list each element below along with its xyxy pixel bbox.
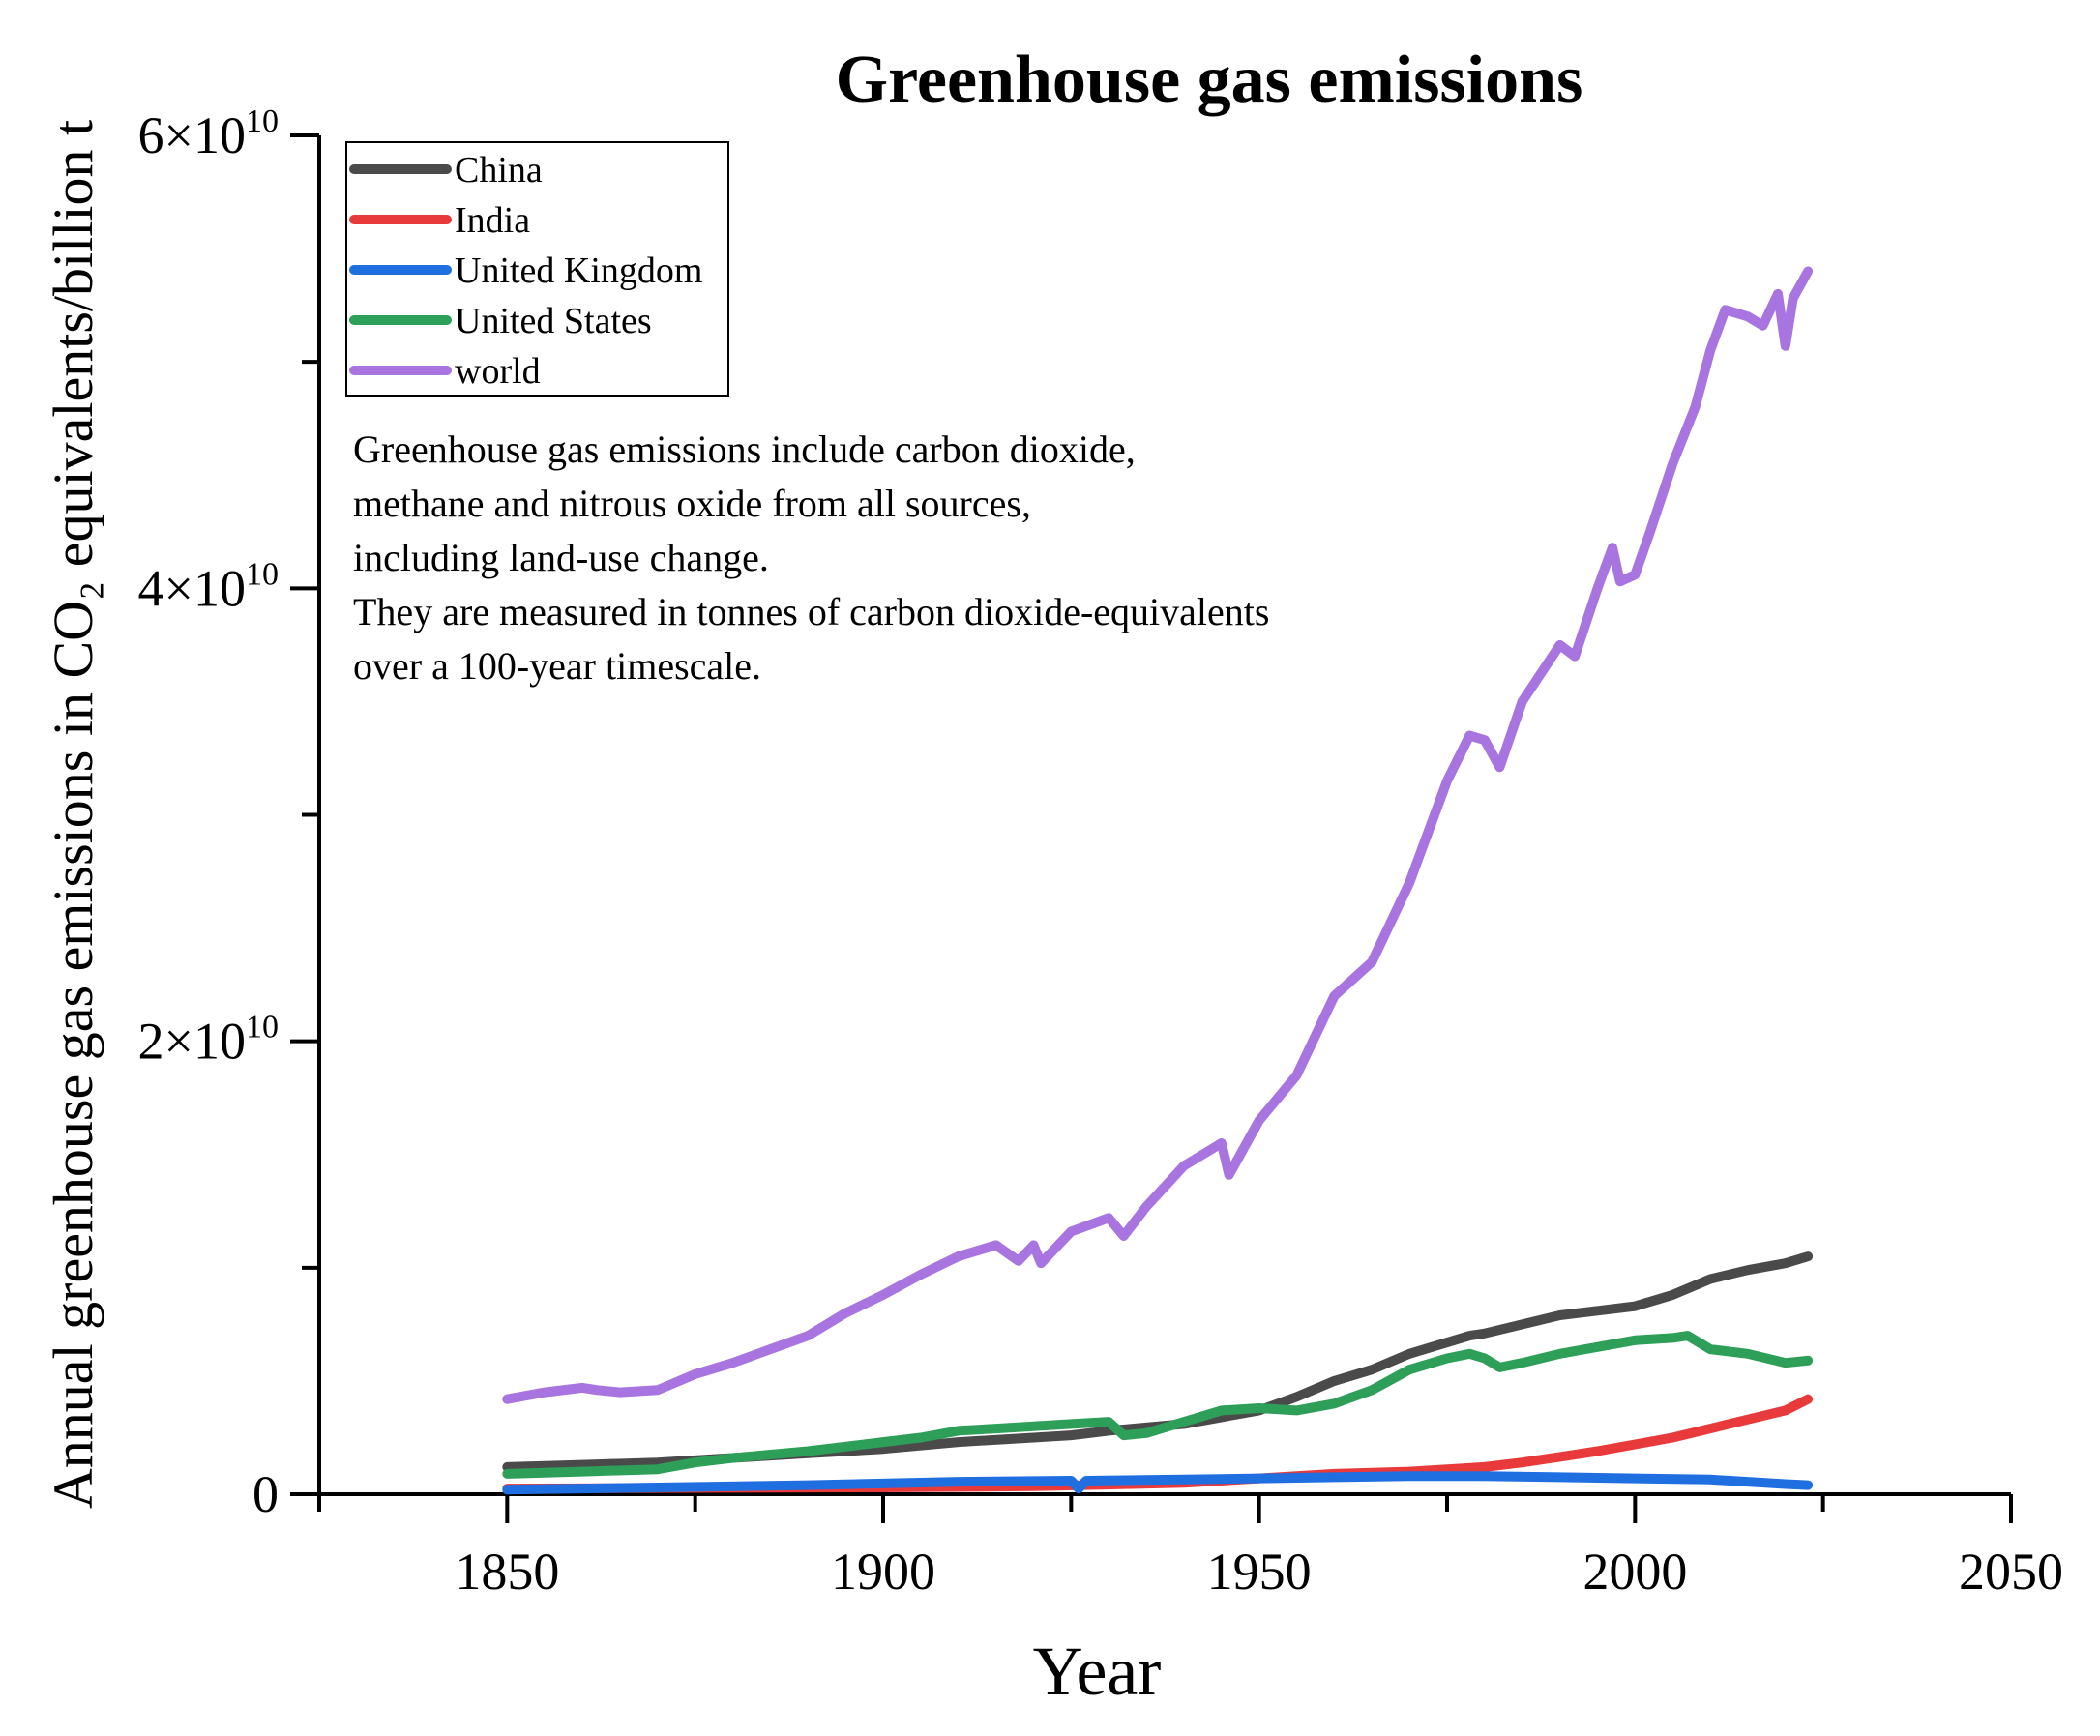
legend-label: India	[455, 200, 530, 241]
x-tick-label: 1900	[831, 1543, 935, 1601]
legend-label: United Kingdom	[455, 250, 702, 291]
annotation-note: Greenhouse gas emissions include carbon …	[353, 427, 1269, 688]
annotation-line: methane and nitrous oxide from all sourc…	[353, 482, 1031, 525]
annotation-line: including land-use change.	[353, 536, 769, 579]
y-tick-label: 2×1010	[138, 1010, 279, 1071]
series-line-india	[502, 1394, 1814, 1494]
y-ticks: 0 2×1010 4×1010 6×1010	[138, 103, 319, 1523]
legend-label: United States	[455, 301, 652, 341]
x-tick-label: 2050	[1959, 1543, 2063, 1601]
series-line-china	[502, 1251, 1814, 1472]
legend-label: China	[455, 150, 543, 191]
y-tick-label: 0	[252, 1465, 279, 1523]
legend: China India United Kingdom United States wor…	[349, 150, 702, 392]
y-tick-label: 4×1010	[138, 556, 279, 617]
x-tick-label: 1850	[455, 1543, 559, 1601]
x-ticks: 1850 1900 1950 2000 2050	[317, 1494, 2063, 1601]
x-tick-label: 2000	[1582, 1543, 1687, 1601]
series-line-united-states	[502, 1331, 1814, 1479]
y-tick-label: 6×1010	[138, 103, 279, 164]
x-axis-label: Year	[1033, 1633, 1162, 1710]
series-line-world	[502, 266, 1814, 1404]
y-axis-label: Annual greenhouse gas emissions in CO₂ e…	[42, 120, 104, 1509]
legend-label: world	[455, 351, 541, 392]
annotation-line: Greenhouse gas emissions include carbon …	[353, 427, 1136, 471]
annotation-line: over a 100-year timescale.	[353, 644, 761, 688]
series-line-united-kingdom	[502, 1471, 1814, 1495]
annotation-line: They are measured in tonnes of carbon di…	[353, 590, 1269, 633]
x-tick-label: 1950	[1207, 1543, 1312, 1601]
chart-title: Greenhouse gas emissions	[836, 43, 1583, 117]
series-group	[502, 266, 1814, 1495]
